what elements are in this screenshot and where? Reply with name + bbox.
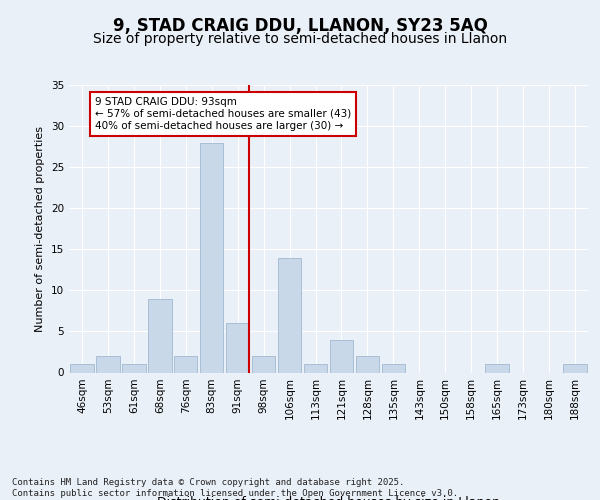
Bar [382,364,405,372]
Text: 9 STAD CRAIG DDU: 93sqm
← 57% of semi-detached houses are smaller (43)
40% of se: 9 STAD CRAIG DDU: 93sqm ← 57% of semi-de… [95,98,351,130]
Bar [148,298,172,372]
X-axis label: Distribution of semi-detached houses by size in Llanon: Distribution of semi-detached houses by … [157,496,500,500]
Bar [70,364,94,372]
Bar [200,142,223,372]
Bar [356,356,379,372]
Text: Size of property relative to semi-detached houses in Llanon: Size of property relative to semi-detach… [93,32,507,46]
Bar [278,258,301,372]
Y-axis label: Number of semi-detached properties: Number of semi-detached properties [35,126,46,332]
Text: 9, STAD CRAIG DDU, LLANON, SY23 5AQ: 9, STAD CRAIG DDU, LLANON, SY23 5AQ [113,18,487,36]
Bar [485,364,509,372]
Bar [226,323,250,372]
Bar [304,364,327,372]
Bar [252,356,275,372]
Bar [174,356,197,372]
Text: Contains HM Land Registry data © Crown copyright and database right 2025.
Contai: Contains HM Land Registry data © Crown c… [12,478,458,498]
Bar [330,340,353,372]
Bar [563,364,587,372]
Bar [96,356,119,372]
Bar [122,364,146,372]
